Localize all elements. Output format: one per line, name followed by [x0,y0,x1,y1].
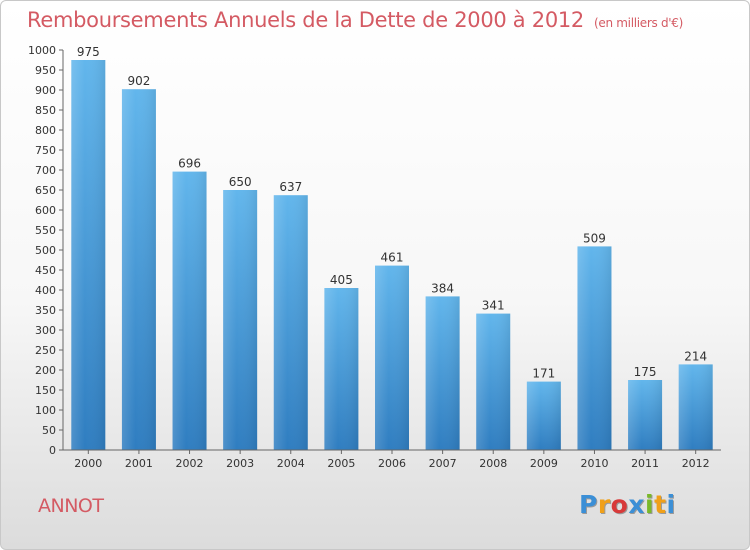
x-tick-label: 2008 [479,457,507,470]
y-tick-label: 50 [42,424,56,437]
y-tick-label: 300 [35,324,56,337]
x-tick-label: 2010 [580,457,608,470]
y-tick-label: 850 [35,104,56,117]
bar-shine-2000 [71,60,106,450]
y-tick-label: 550 [35,224,56,237]
x-tick-label: 2009 [530,457,558,470]
y-tick-label: 250 [35,344,56,357]
y-axis: 0 50 100 150 200 250 300 350 400 450 500 550 600 650 7… [28,44,64,457]
bar-value-label: 384 [431,281,454,295]
logo-letter: P [579,490,598,519]
x-tick-label: 2000 [74,457,102,470]
y-tick-label: 750 [35,144,56,157]
bar-shine-2012 [678,364,713,450]
bar-value-label: 902 [127,74,150,88]
x-tick-label: 2007 [429,457,457,470]
bar-shine-2001 [121,89,156,450]
chart-subtitle: (en milliers d'€) [594,16,684,30]
bar-shine-2005 [324,288,359,450]
chart-title: Remboursements Annuels de la Dette de 20… [27,8,683,32]
x-axis: 2000 2001 2002 2003 2004 2005 2006 2007 2008 2009… [63,449,721,470]
bar-value-label: 509 [583,231,606,245]
bar-value-label: 341 [482,299,505,313]
x-tick-label: 2004 [277,457,305,470]
y-tick-label: 0 [49,444,56,457]
y-tick-label: 650 [35,184,56,197]
bar-value-label: 975 [77,45,100,59]
commune-name: ANNOT [38,495,104,517]
bar-shine-2011 [628,380,663,450]
bar-value-label: 650 [229,175,252,189]
bar-shine-2004 [273,195,308,450]
logo-letter: i [645,490,655,519]
y-tick-label: 800 [35,124,56,137]
bar-value-label: 405 [330,273,353,287]
logo-letter: o [610,490,629,519]
bar-value-label: 637 [279,180,302,194]
x-tick-label: 2006 [378,457,406,470]
bar-shine-2007 [425,296,460,450]
logo-letter: r [597,490,611,519]
y-tick-label: 150 [35,384,56,397]
bar-shine-2002 [172,171,207,450]
x-tick-label: 2012 [682,457,710,470]
bar-value-label: 461 [381,251,404,265]
y-tick-label: 450 [35,264,56,277]
x-tick-label: 2001 [125,457,153,470]
y-tick-label: 700 [35,164,56,177]
y-tick-label: 200 [35,364,56,377]
x-tick-label: 2002 [176,457,204,470]
logo-letter: t [654,490,667,519]
x-tick-label: 2003 [226,457,254,470]
y-tick-label: 350 [35,304,56,317]
chart-title-text: Remboursements Annuels de la Dette de 20… [27,8,584,32]
x-tick-label: 2005 [327,457,355,470]
bar-value-label: 214 [684,349,707,363]
logo-letter: i [666,490,676,519]
y-tick-label: 950 [35,64,56,77]
y-tick-label: 1000 [28,44,56,57]
y-tick-label: 400 [35,284,56,297]
y-tick-label: 500 [35,244,56,257]
logo-letter: x [628,490,645,519]
y-tick-label: 100 [35,404,56,417]
proxiti-logo: Proxiti [579,490,676,519]
y-tick-label: 600 [35,204,56,217]
bar-shine-2006 [375,265,409,450]
bar-value-label: 696 [178,157,201,171]
bars: 975 902 696 650 637 405 461 384 341 171 509 175 214 [71,45,713,450]
y-tick-label: 900 [35,84,56,97]
bar-shine-2010 [577,246,612,450]
x-tick-label: 2011 [631,457,659,470]
bar-value-label: 171 [532,367,555,381]
bar-shine-2003 [223,190,258,450]
bar-shine-2008 [476,313,511,450]
bar-value-label: 175 [634,365,657,379]
bar-shine-2009 [526,381,561,450]
